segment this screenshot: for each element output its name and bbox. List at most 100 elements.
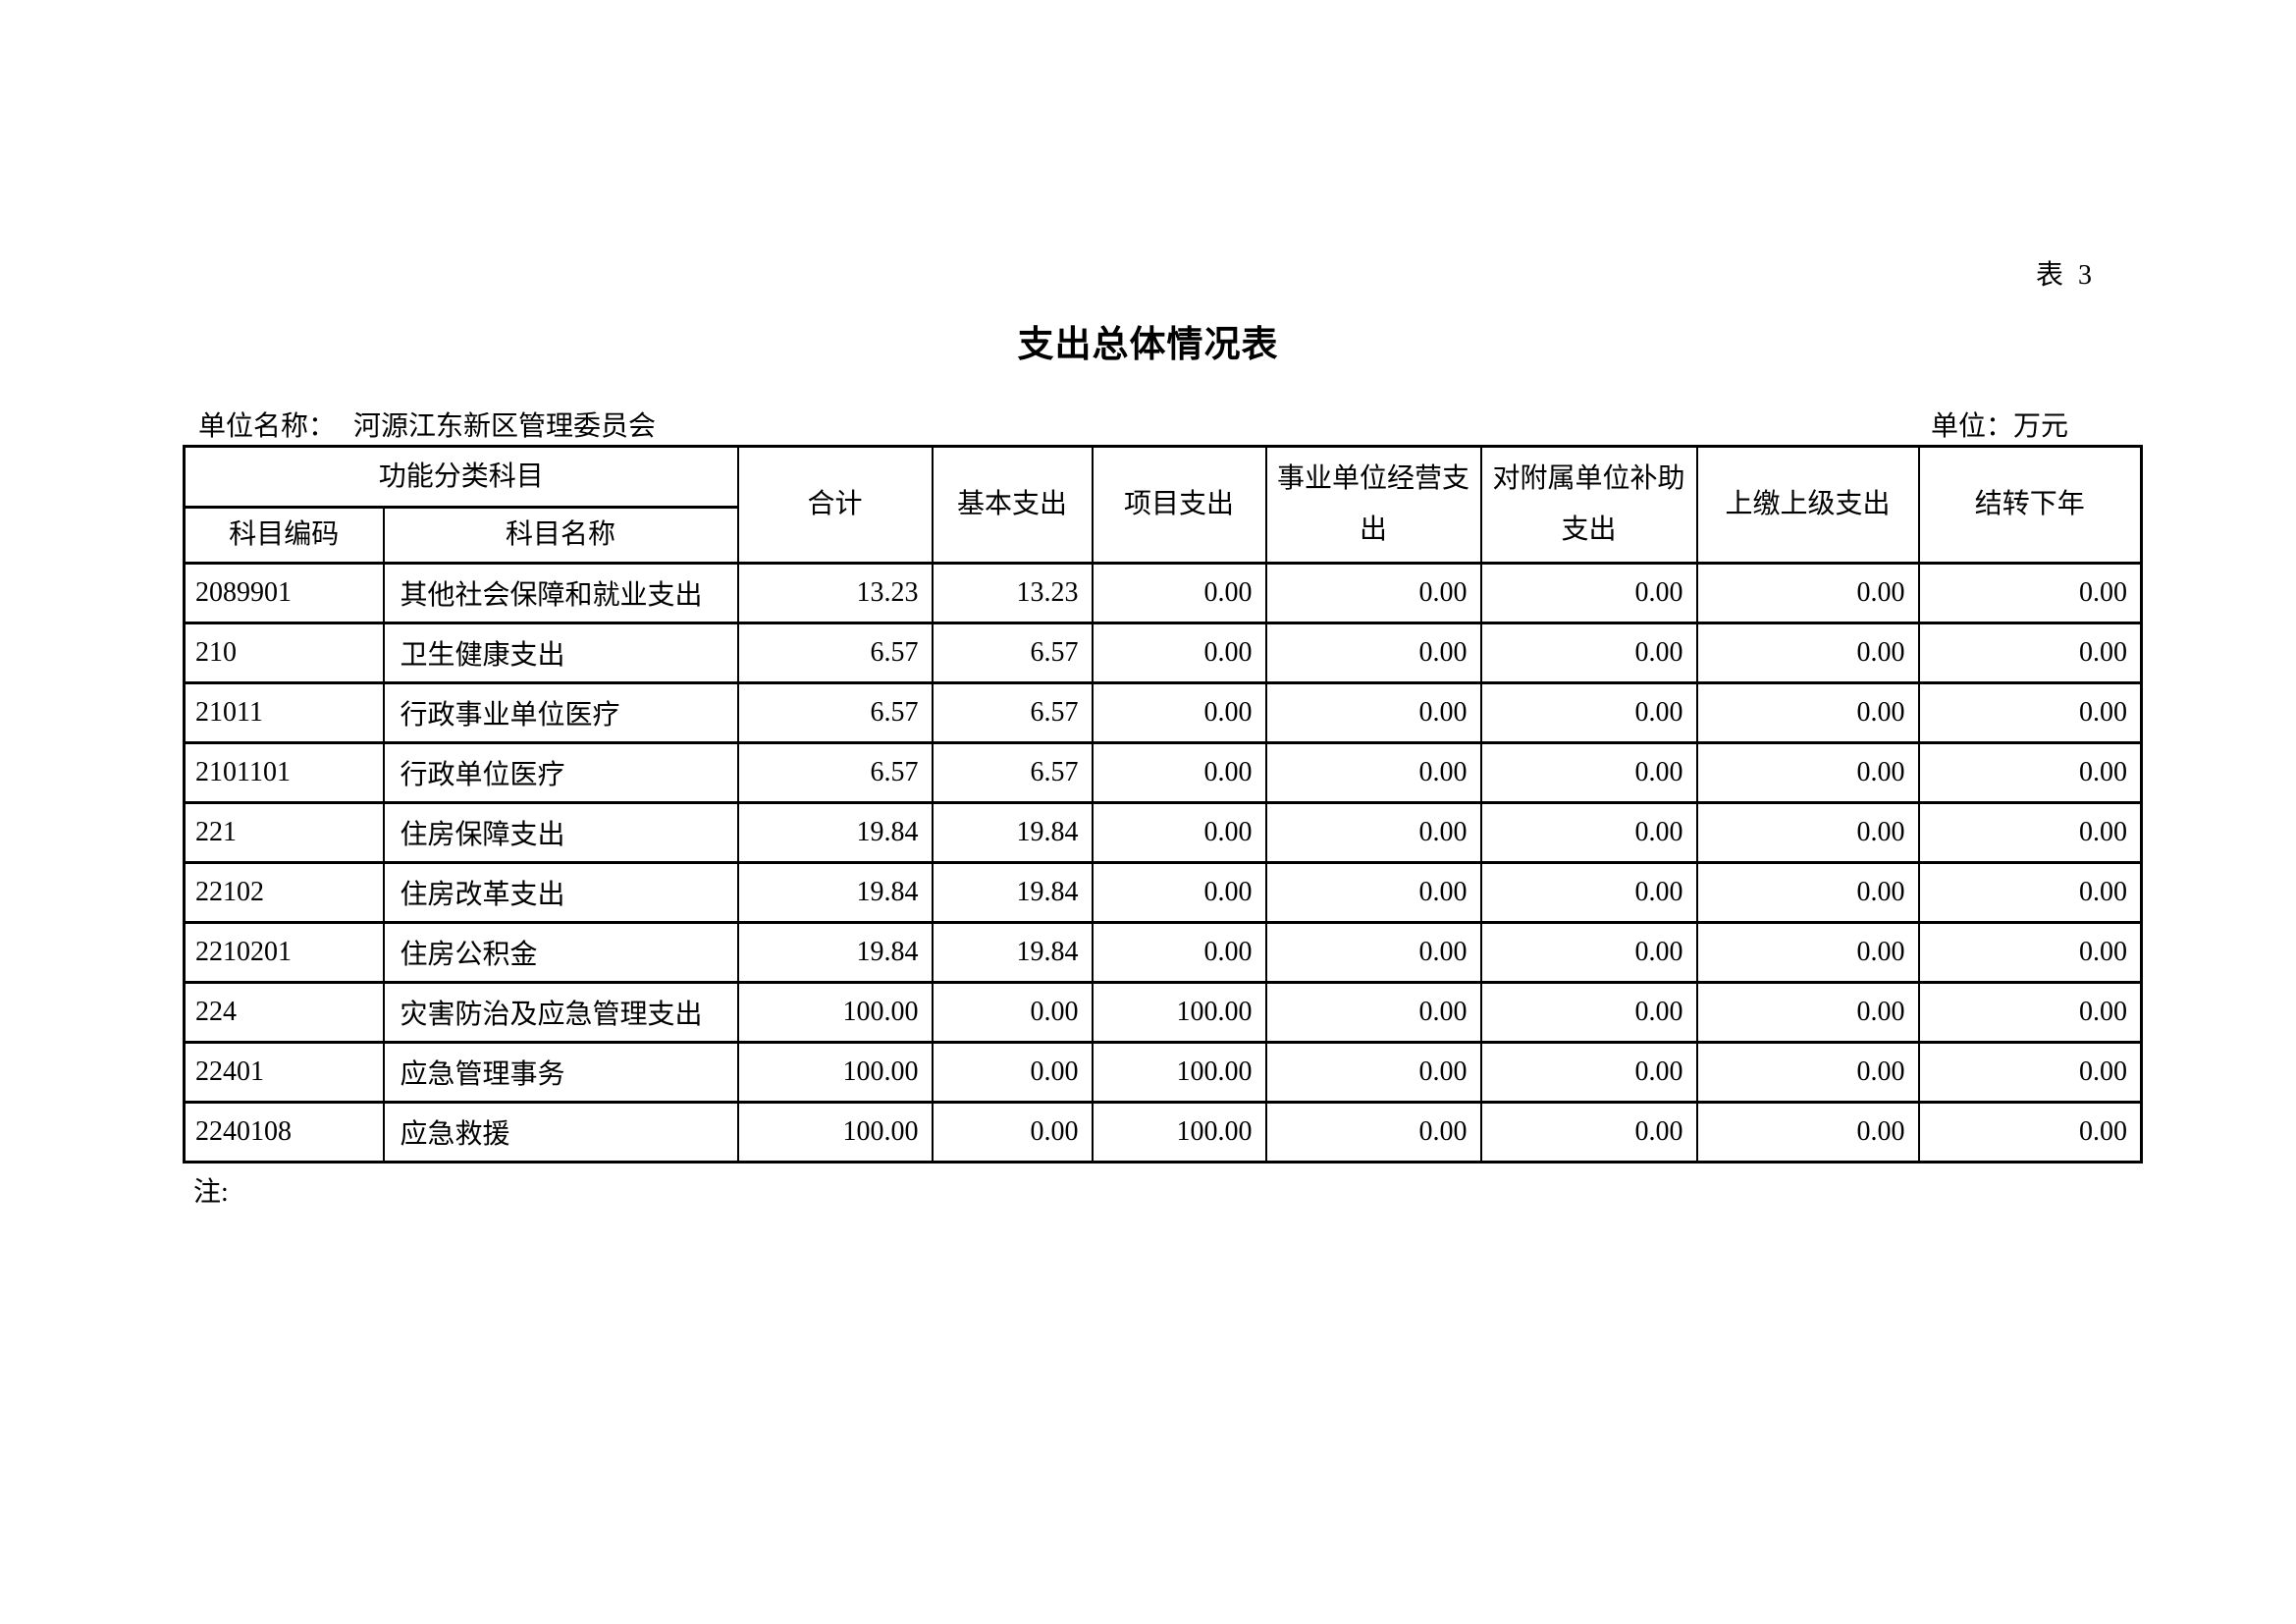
subject-name-cell: 行政事业单位医疗 [382,681,739,744]
table-row: 2101101 行政单位医疗 6.57 6.57 0.00 0.00 0.00 0.00 0.0… [183,741,2143,804]
value-cell: 0.00 [1479,1041,1698,1104]
value-cell: 0.00 [1264,861,1482,924]
value-cell: 6.57 [736,622,934,684]
table-row: 22102 住房改革支出 19.84 19.84 0.00 0.00 0.00 0.00 0.0… [183,861,2143,924]
unit-name-line: 单位名称： 河源江东新区管理委员会 [198,405,656,444]
subject-name-cell: 其他社会保障和就业支出 [382,562,739,624]
value-cell: 100.00 [1091,1101,1267,1164]
value-cell: 0.00 [1695,921,1920,984]
subject-name-cell: 行政单位医疗 [382,741,739,804]
subject-code-cell: 224 [183,981,385,1044]
value-cell: 19.84 [931,921,1094,984]
value-cell: 0.00 [1479,801,1698,864]
value-cell: 0.00 [1917,981,2143,1044]
value-cell: 13.23 [736,562,934,624]
value-cell: 19.84 [736,801,934,864]
header-project-expenditure: 项目支出 [1091,445,1267,565]
value-cell: 0.00 [1264,562,1482,624]
value-cell: 0.00 [931,1101,1094,1164]
subject-code-cell: 21011 [183,681,385,744]
header-subsidy-expenditure: 对附属单位补助支出 [1479,445,1698,565]
value-cell: 6.57 [931,741,1094,804]
value-cell: 0.00 [1917,1101,2143,1164]
value-cell: 0.00 [1695,981,1920,1044]
value-cell: 0.00 [1091,741,1267,804]
value-cell: 0.00 [1091,681,1267,744]
value-cell: 0.00 [1695,861,1920,924]
value-cell: 6.57 [931,622,1094,684]
table-row: 21011 行政事业单位医疗 6.57 6.57 0.00 0.00 0.00 0.00 0.0… [183,681,2143,744]
value-cell: 0.00 [931,981,1094,1044]
value-cell: 6.57 [736,681,934,744]
value-cell: 0.00 [1695,801,1920,864]
value-cell: 0.00 [1695,681,1920,744]
table-row: 221 住房保障支出 19.84 19.84 0.00 0.00 0.00 0.00 0.00 [183,801,2143,864]
value-cell: 0.00 [1479,562,1698,624]
value-cell: 0.00 [1695,1101,1920,1164]
value-cell: 0.00 [931,1041,1094,1104]
table-body: 2089901 其他社会保障和就业支出 13.23 13.23 0.00 0.00 0.00… [183,562,2143,1164]
value-cell: 0.00 [1695,741,1920,804]
value-cell: 19.84 [736,861,934,924]
header-total: 合计 [736,445,934,565]
value-cell: 100.00 [736,1101,934,1164]
subject-code-cell: 210 [183,622,385,684]
header-subject-code: 科目编码 [183,506,385,565]
table-row: 2089901 其他社会保障和就业支出 13.23 13.23 0.00 0.00 0.00… [183,562,2143,624]
value-cell: 0.00 [1091,622,1267,684]
table-header: 功能分类科目 合计 基本支出 项目支出 事业单位经营支出 对附属单位补助支出 上… [183,445,2143,565]
value-cell: 0.00 [1479,921,1698,984]
header-basic-expenditure: 基本支出 [931,445,1094,565]
table-row: 2240108 应急救援 100.00 0.00 100.00 0.00 0.00 0.00 0… [183,1101,2143,1164]
table-row: 224 灾害防治及应急管理支出 100.00 0.00 100.00 0.00 0.00 0.… [183,981,2143,1044]
value-cell: 0.00 [1479,741,1698,804]
subject-code-cell: 221 [183,801,385,864]
subject-name-cell: 住房公积金 [382,921,739,984]
table-row: 210 卫生健康支出 6.57 6.57 0.00 0.00 0.00 0.00 0.00 [183,622,2143,684]
value-cell: 0.00 [1917,562,2143,624]
value-cell: 0.00 [1264,741,1482,804]
subject-code-cell: 2101101 [183,741,385,804]
value-cell: 0.00 [1695,562,1920,624]
page-title: 支出总体情况表 [1017,325,1279,365]
value-cell: 0.00 [1917,921,2143,984]
value-cell: 0.00 [1091,921,1267,984]
header-row-1: 功能分类科目 合计 基本支出 项目支出 事业单位经营支出 对附属单位补助支出 上… [183,445,2143,565]
subject-code-cell: 22401 [183,1041,385,1104]
table-row: 2210201 住房公积金 19.84 19.84 0.00 0.00 0.00 0.00 0.… [183,921,2143,984]
value-cell: 0.00 [1091,562,1267,624]
value-cell: 0.00 [1695,622,1920,684]
value-cell: 0.00 [1917,681,2143,744]
subject-name-cell: 应急管理事务 [382,1041,739,1104]
sheet-number-label: 表 3 [2035,260,2096,291]
value-cell: 19.84 [736,921,934,984]
value-cell: 0.00 [1917,622,2143,684]
header-functional-classification: 功能分类科目 [183,445,739,509]
value-cell: 0.00 [1917,801,2143,864]
value-cell: 100.00 [1091,981,1267,1044]
expenditure-table: 功能分类科目 合计 基本支出 项目支出 事业单位经营支出 对附属单位补助支出 上… [183,445,2144,1164]
value-cell: 0.00 [1264,801,1482,864]
subject-name-cell: 住房改革支出 [382,861,739,924]
unit-name-label: 单位名称： [198,411,337,442]
subject-name-cell: 灾害防治及应急管理支出 [382,981,739,1044]
value-cell: 0.00 [1264,681,1482,744]
value-cell: 0.00 [1917,861,2143,924]
header-carryover: 结转下年 [1917,445,2143,565]
value-cell: 0.00 [1264,1101,1482,1164]
subject-code-cell: 2240108 [183,1101,385,1164]
header-subject-name: 科目名称 [382,506,739,565]
value-cell: 0.00 [1264,622,1482,684]
header-operating-expenditure: 事业单位经营支出 [1264,445,1482,565]
subject-code-cell: 22102 [183,861,385,924]
value-cell: 0.00 [1917,1041,2143,1104]
value-cell: 13.23 [931,562,1094,624]
value-cell: 0.00 [1091,801,1267,864]
value-cell: 0.00 [1091,861,1267,924]
value-cell: 0.00 [1479,622,1698,684]
value-cell: 6.57 [931,681,1094,744]
value-cell: 0.00 [1264,921,1482,984]
value-cell: 6.57 [736,741,934,804]
subject-code-cell: 2210201 [183,921,385,984]
